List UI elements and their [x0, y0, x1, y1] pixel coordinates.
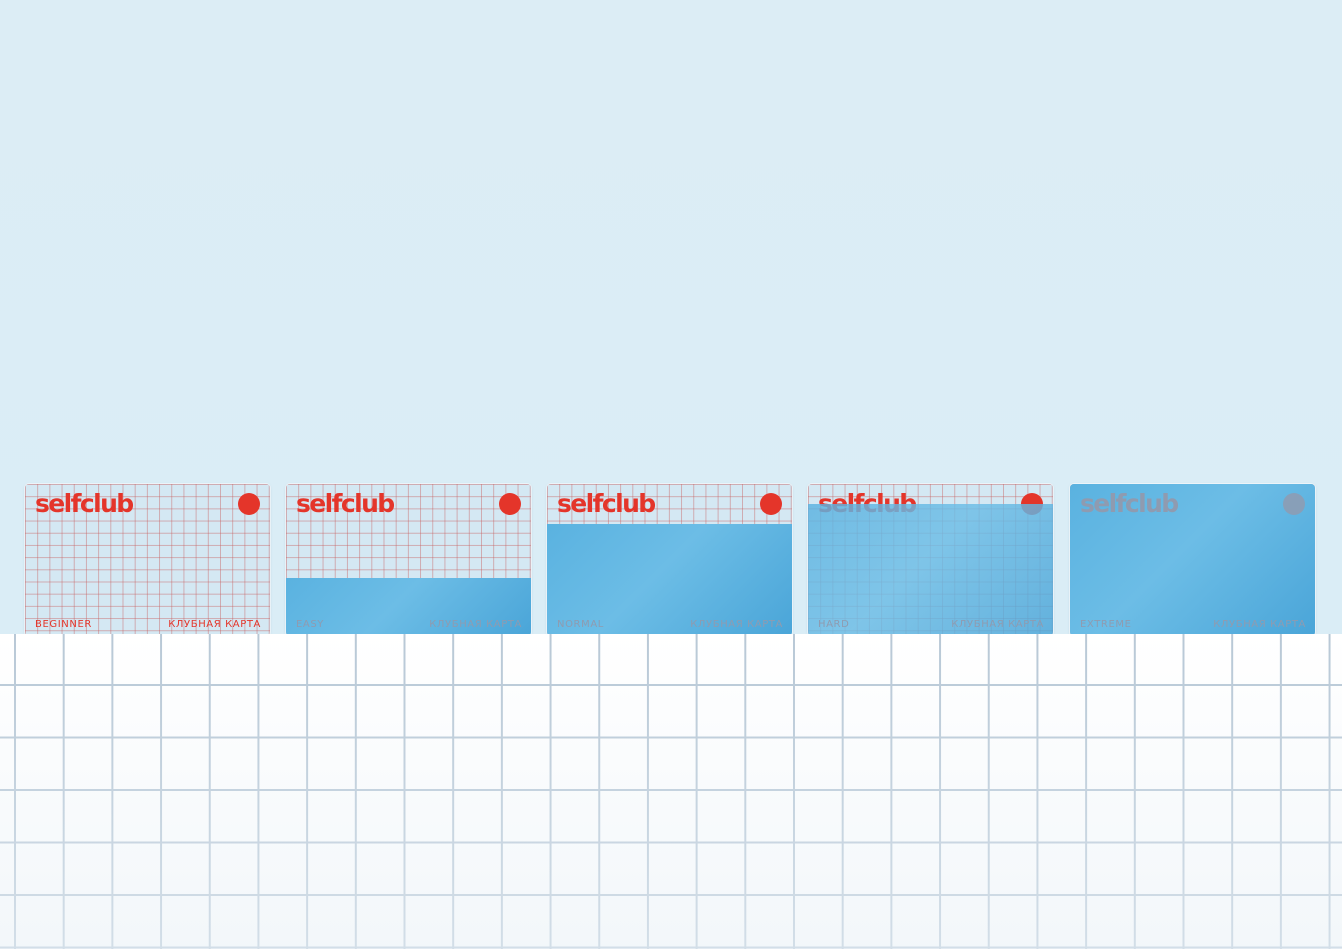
card-level: EXTREME	[1080, 619, 1132, 630]
card-fill	[808, 503, 1053, 636]
card-fill	[286, 578, 531, 636]
selfclub-logo: selfclub	[1080, 489, 1179, 518]
card-kind: КЛУБНАЯ КАРТА	[690, 619, 783, 630]
dot-icon	[1283, 493, 1305, 515]
club-card-easy: selfclub EASY КЛУБНАЯ КАРТА	[286, 484, 531, 636]
card-kind: КЛУБНАЯ КАРТА	[168, 619, 261, 630]
club-card-normal: selfclub NORMAL КЛУБНАЯ КАРТА	[547, 484, 792, 636]
selfclub-logo: selfclub	[557, 489, 656, 518]
card-fill	[1070, 484, 1315, 636]
card-fill	[547, 523, 792, 636]
dot-icon	[238, 493, 260, 515]
card-kind: КЛУБНАЯ КАРТА	[429, 619, 522, 630]
card-level: BEGINNER	[35, 619, 92, 630]
tiled-wall	[0, 634, 1342, 949]
club-card-extreme: selfclub EXTREME КЛУБНАЯ КАРТА	[1070, 484, 1315, 636]
card-level: NORMAL	[557, 619, 604, 630]
dot-icon	[499, 493, 521, 515]
card-kind: КЛУБНАЯ КАРТА	[951, 619, 1044, 630]
selfclub-logo: selfclub	[296, 489, 395, 518]
club-card-hard: selfclub HARD КЛУБНАЯ КАРТА	[808, 484, 1053, 636]
card-level: EASY	[296, 619, 325, 630]
card-kind: КЛУБНАЯ КАРТА	[1213, 619, 1306, 630]
selfclub-logo: selfclub	[35, 489, 134, 518]
card-grid-pattern	[25, 484, 270, 636]
card-level: HARD	[818, 619, 850, 630]
dot-icon	[760, 493, 782, 515]
club-card-beginner: selfclub BEGINNER КЛУБНАЯ КАРТА	[25, 484, 270, 636]
